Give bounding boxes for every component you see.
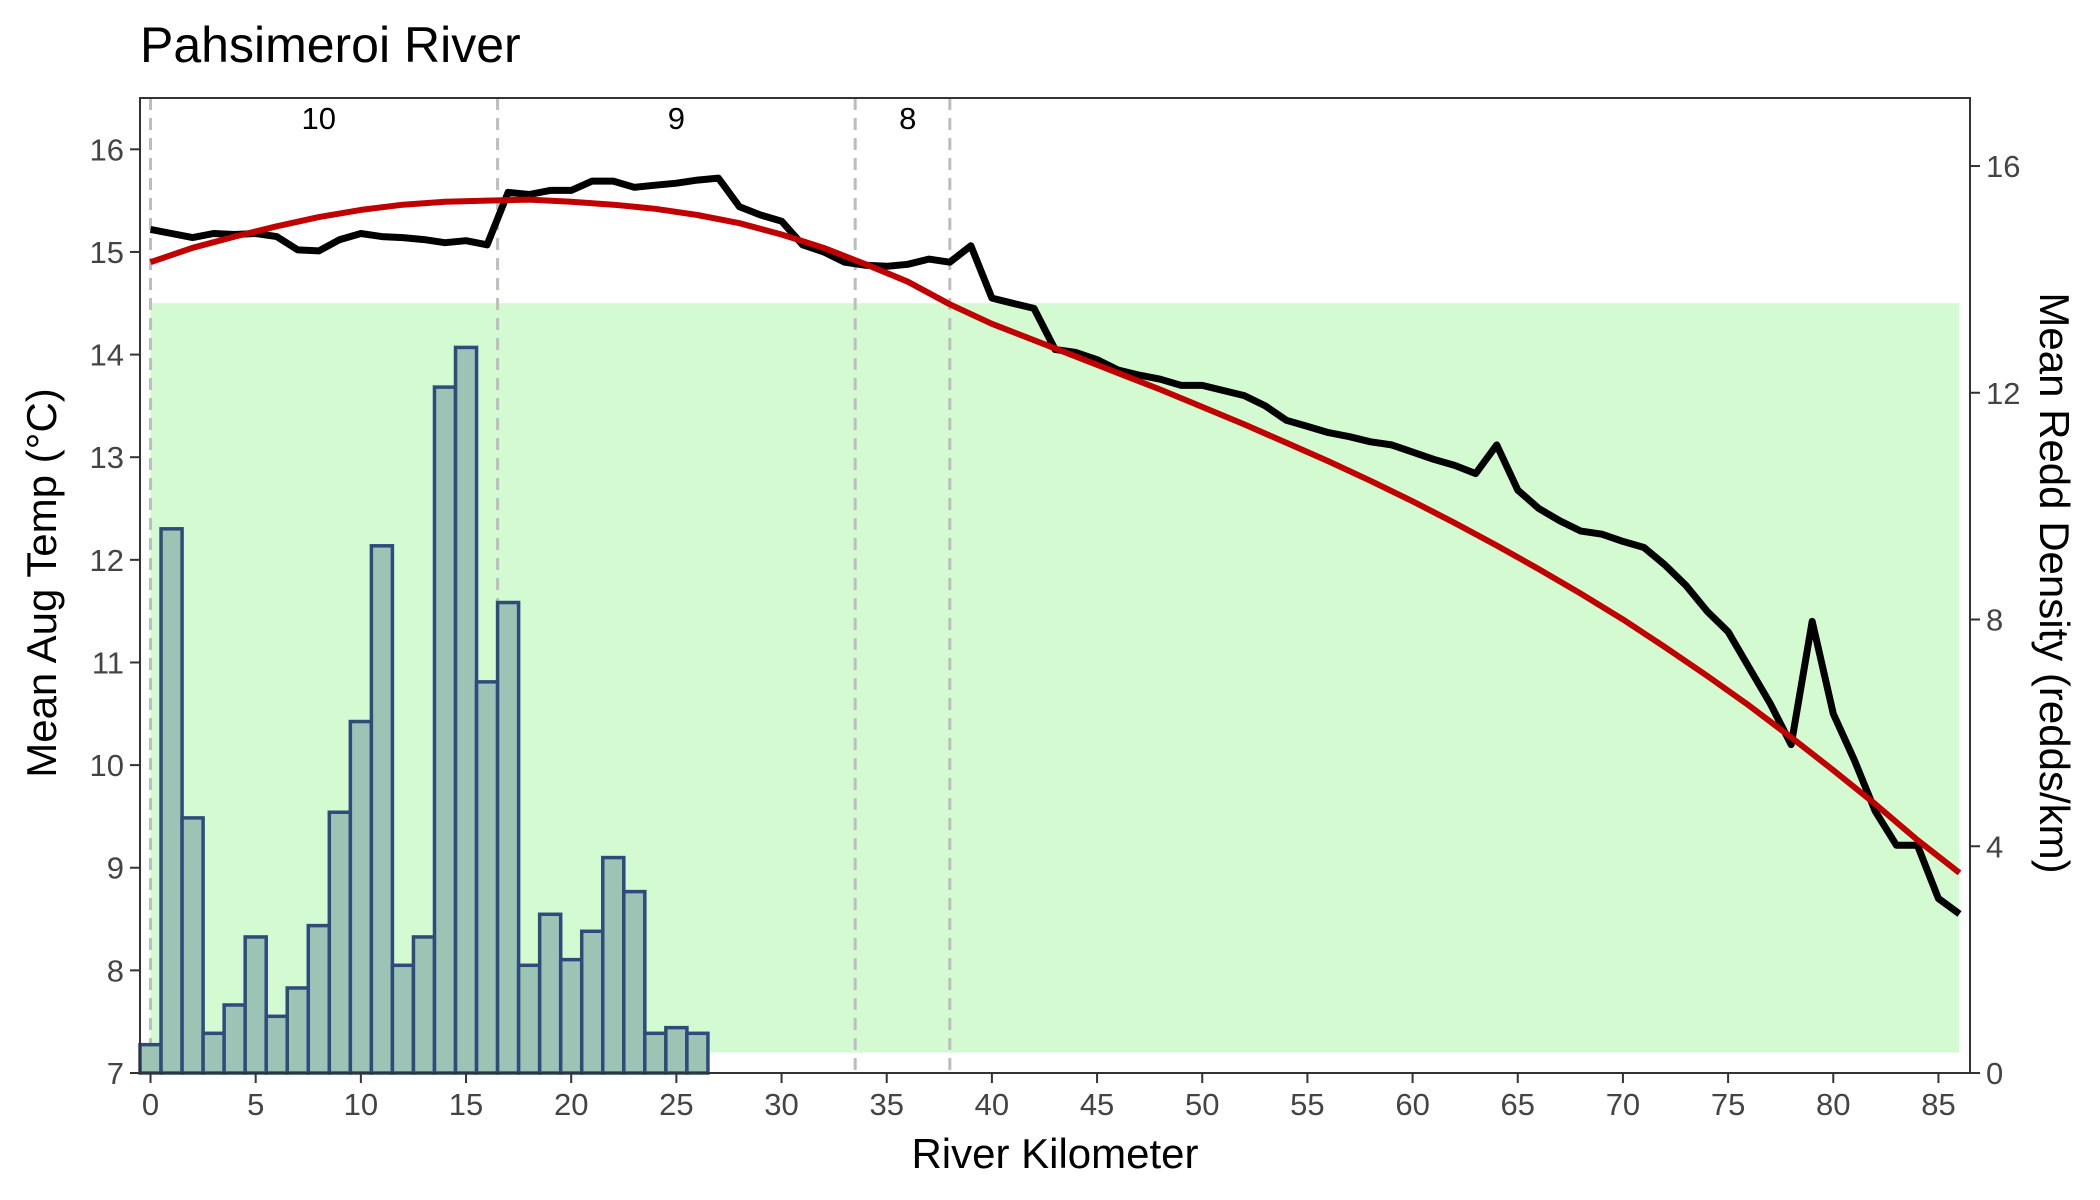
redd-bar	[138, 1042, 163, 1075]
x-tick-label: 30	[764, 1087, 798, 1122]
x-axis: 0 5 10 15 20 25 30 35 40 45 50 55 60 65 70 75 80 85	[142, 1073, 1956, 1122]
redd-bar	[348, 719, 374, 1075]
y-tick-label: 16	[90, 132, 124, 167]
redd-bar	[622, 889, 647, 1075]
x-tick-label: 80	[1816, 1087, 1850, 1122]
y-tick-label: 9	[107, 851, 124, 886]
y-tick-label: 14	[90, 338, 124, 373]
redd-bar	[306, 923, 332, 1075]
redd-bar	[327, 810, 353, 1075]
redd-bar	[411, 935, 437, 1075]
redd-bar	[537, 912, 563, 1075]
plot-frame	[139, 97, 1971, 1074]
redd-bar	[159, 527, 184, 1075]
segment-label-1: 9	[668, 101, 685, 136]
x-tick-label: 50	[1185, 1087, 1219, 1122]
x-tick-label: 20	[554, 1087, 588, 1122]
y-axis-left-title: Mean Aug Temp (°C)	[18, 388, 65, 778]
temperature-lines	[149, 174, 1962, 917]
y-axis-right: 0 4 8 12 16	[1970, 149, 2020, 1091]
y2-tick-label: 8	[1986, 603, 2003, 638]
x-tick-label: 0	[142, 1087, 159, 1122]
redd-bar	[474, 680, 500, 1075]
redd-bar	[285, 986, 311, 1075]
segment-label-2: 8	[899, 101, 916, 136]
x-tick-label: 60	[1395, 1087, 1429, 1122]
plot-border	[139, 97, 1971, 1074]
temperature-fit-line	[149, 196, 1962, 876]
x-tick-label: 35	[869, 1087, 903, 1122]
redd-bar	[685, 1031, 710, 1075]
y-tick-label: 7	[107, 1056, 124, 1091]
y-tick-label: 15	[90, 235, 124, 270]
redd-bar	[601, 855, 626, 1075]
x-tick-label: 5	[247, 1087, 264, 1122]
x-tick-label: 40	[975, 1087, 1009, 1122]
y-axis-left: 7 8 9 10 11 12 13 14 15 16	[90, 132, 140, 1091]
y-tick-label: 13	[90, 440, 124, 475]
y-tick-label: 10	[90, 748, 124, 783]
redd-bar	[180, 816, 205, 1075]
redd-bar	[495, 600, 521, 1075]
x-tick-label: 70	[1606, 1087, 1640, 1122]
redd-bar	[453, 345, 479, 1075]
redd-density-bars	[138, 345, 710, 1075]
y-axis-right-title: Mean Redd Density (redds/km)	[2031, 292, 2078, 873]
segment-label-0: 10	[302, 101, 336, 136]
x-axis-title: River Kilometer	[911, 1130, 1198, 1177]
x-tick-label: 10	[344, 1087, 378, 1122]
segment-labels: 10 9 8	[302, 101, 917, 136]
y2-tick-label: 4	[1986, 829, 2003, 864]
redd-bar	[558, 957, 584, 1075]
x-tick-label: 65	[1501, 1087, 1535, 1122]
redd-bar	[432, 385, 458, 1075]
y2-tick-label: 0	[1986, 1056, 2003, 1091]
x-tick-label: 15	[449, 1087, 483, 1122]
y-tick-label: 8	[107, 953, 124, 988]
x-tick-label: 45	[1080, 1087, 1114, 1122]
redd-bar	[390, 963, 416, 1075]
x-tick-label: 55	[1290, 1087, 1324, 1122]
y-tick-label: 12	[90, 543, 124, 578]
redd-bar	[264, 1014, 289, 1075]
y2-tick-label: 16	[1986, 149, 2020, 184]
chart-title: Pahsimeroi River	[140, 17, 521, 73]
redd-bar	[516, 963, 542, 1075]
redd-bar	[369, 544, 395, 1075]
y-tick-label: 11	[92, 645, 124, 680]
redd-bar	[201, 1031, 226, 1075]
x-tick-label: 85	[1921, 1087, 1955, 1122]
redd-bar	[222, 1003, 247, 1075]
x-tick-label: 25	[659, 1087, 693, 1122]
redd-bar	[243, 935, 268, 1075]
redd-bar	[579, 929, 605, 1075]
redd-bar	[664, 1025, 689, 1075]
redd-bar	[643, 1031, 668, 1075]
y2-tick-label: 12	[1986, 376, 2020, 411]
x-tick-label: 75	[1711, 1087, 1745, 1122]
